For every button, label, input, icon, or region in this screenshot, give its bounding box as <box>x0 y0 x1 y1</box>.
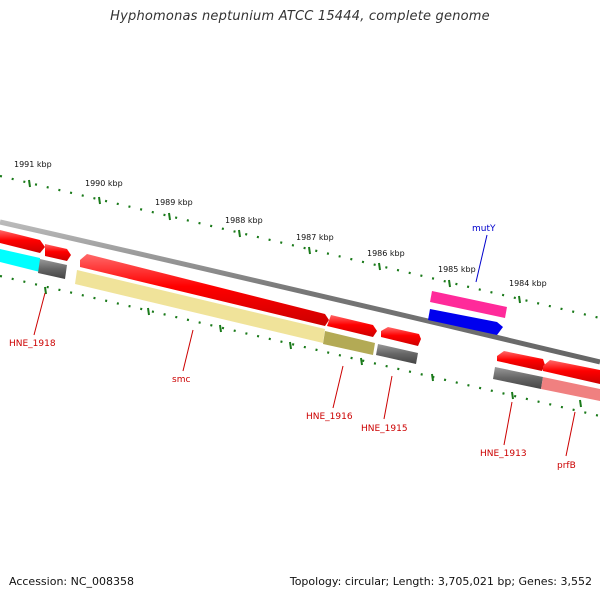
ruler-label: 1984 kbp <box>509 279 547 288</box>
leader-line <box>475 234 488 283</box>
ruler-label: 1989 kbp <box>155 198 193 207</box>
gene-smc[interactable] <box>75 270 325 343</box>
ruler-tick <box>308 246 311 255</box>
leader-line <box>332 365 344 409</box>
leader-line <box>503 401 513 446</box>
inner-tick <box>147 307 150 316</box>
ruler-label: 1985 kbp <box>438 265 476 274</box>
ruler-tick <box>448 279 451 288</box>
inner-tick <box>511 391 514 400</box>
gene-mutY[interactable] <box>428 309 503 335</box>
inner-tick <box>44 286 47 295</box>
ruler-tick <box>28 179 31 188</box>
gene-mutY-pink[interactable] <box>430 291 507 318</box>
ruler-label: 1987 kbp <box>296 233 334 242</box>
ruler-tick <box>238 229 241 238</box>
gene-cyan[interactable] <box>0 249 40 272</box>
gene-prfB[interactable] <box>541 377 600 401</box>
ruler-label: 1991 kbp <box>14 160 52 169</box>
gene-label-hne1915: HNE_1915 <box>361 424 408 434</box>
gene-feature[interactable] <box>543 360 600 384</box>
inner-tick <box>289 341 292 350</box>
leader-line <box>565 411 576 457</box>
genome-summary-text: Topology: circular; Length: 3,705,021 bp… <box>289 575 592 588</box>
leader-line <box>383 375 393 420</box>
ruler-label: 1990 kbp <box>85 179 123 188</box>
gene-hne1913[interactable] <box>493 367 543 389</box>
inner-ticks <box>0 274 600 418</box>
ruler-tick <box>98 196 101 205</box>
accession-text: Accession: NC_008358 <box>9 575 135 588</box>
gene-label-smc: smc <box>172 375 190 385</box>
inner-tick <box>219 324 222 333</box>
leader-line <box>182 329 194 372</box>
genome-backbone <box>0 219 600 365</box>
inner-tick <box>431 373 434 382</box>
gene-label-prfB: prfB <box>557 461 576 471</box>
ruler-tick <box>378 262 381 271</box>
map-title: Hyphomonas neptunium ATCC 15444, complet… <box>110 9 490 24</box>
gene-hne1915[interactable] <box>376 344 418 364</box>
gene-label-hne1913: HNE_1913 <box>480 449 527 459</box>
inner-tick <box>360 357 363 366</box>
gene-feature[interactable] <box>45 244 71 261</box>
ruler-label: 1986 kbp <box>367 249 405 258</box>
ruler-dots <box>0 174 600 320</box>
ruler-ticks <box>0 174 600 320</box>
gene-feature[interactable] <box>497 351 545 371</box>
leader-line <box>33 292 46 336</box>
gene-gray[interactable] <box>38 259 67 279</box>
ruler-tick <box>518 295 521 304</box>
gene-feature[interactable] <box>327 315 377 337</box>
gene-label-mutY: mutY <box>472 224 496 234</box>
gene-label-hne1916: HNE_1916 <box>306 412 353 422</box>
gene-label-hne1918: HNE_1918 <box>9 339 56 349</box>
gene-hne1916[interactable] <box>323 331 375 355</box>
inner-ruler-dots <box>0 274 600 418</box>
gene-feature[interactable] <box>381 327 421 346</box>
inner-tick <box>579 399 582 408</box>
gene-smc-red[interactable] <box>80 254 329 326</box>
gene-feature[interactable] <box>0 230 45 253</box>
ruler-tick <box>168 212 171 221</box>
ruler-label: 1988 kbp <box>225 216 263 225</box>
